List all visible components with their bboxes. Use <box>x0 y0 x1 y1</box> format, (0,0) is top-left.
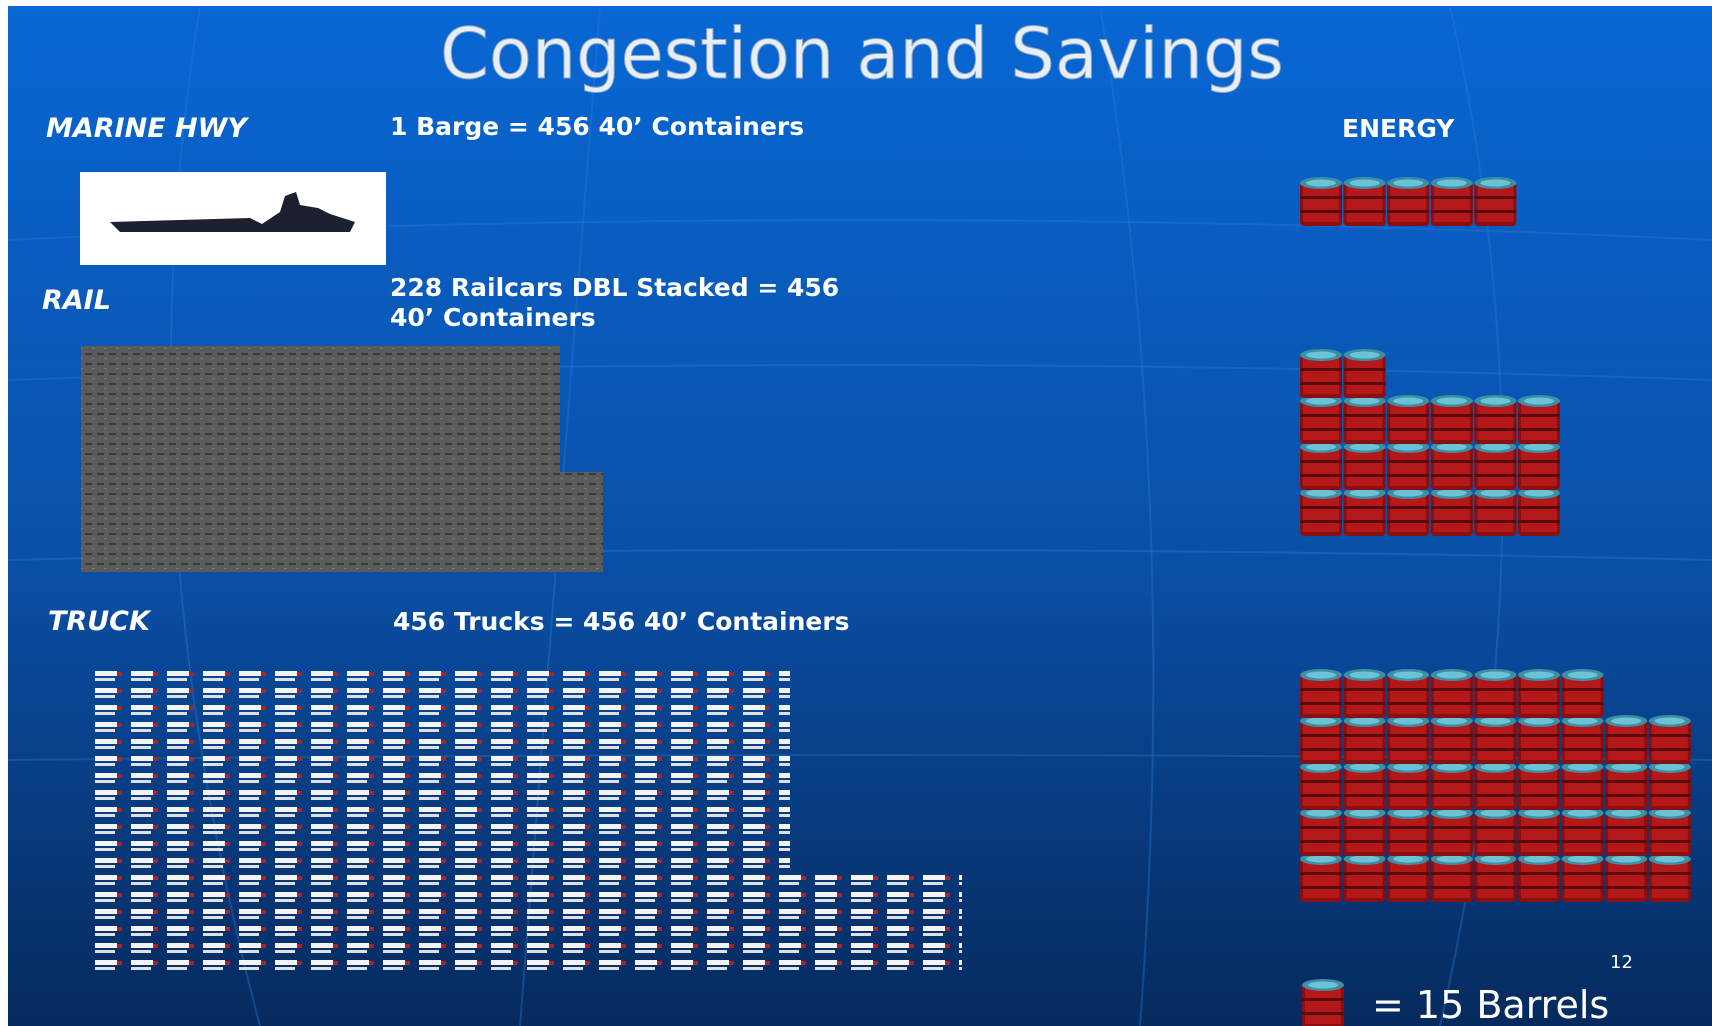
barrel <box>1300 395 1342 444</box>
barrel <box>1387 441 1429 490</box>
barrel <box>1518 669 1560 718</box>
barrel <box>1474 761 1516 810</box>
barrel <box>1474 807 1516 856</box>
barrel <box>1649 761 1691 810</box>
barrel <box>1474 853 1516 902</box>
barrel <box>1474 395 1516 444</box>
barrel <box>1474 441 1516 490</box>
barrel <box>1605 807 1647 856</box>
barrel <box>1518 715 1560 764</box>
barrel <box>1474 715 1516 764</box>
slide: Congestion and Savings MARINE HWY 1 Barg… <box>0 0 1712 1026</box>
legend-barrel <box>1302 979 1344 1026</box>
mode-label: RAIL <box>42 285 111 316</box>
barrel <box>1387 807 1429 856</box>
barrel <box>1387 669 1429 718</box>
barrel <box>1518 487 1560 536</box>
barrel <box>1344 349 1386 398</box>
barrel <box>1431 853 1473 902</box>
barrel <box>1431 669 1473 718</box>
barrel <box>1300 441 1342 490</box>
barrel <box>1300 807 1342 856</box>
barrel <box>1605 715 1647 764</box>
barrel <box>1300 487 1342 536</box>
barrel <box>1300 761 1342 810</box>
barrel <box>1431 395 1473 444</box>
barrel <box>1344 177 1386 226</box>
barrel <box>1431 715 1473 764</box>
barrel <box>1344 669 1386 718</box>
barrel <box>1431 487 1473 536</box>
mode-caption: 1 Barge = 456 40’ Containers <box>390 112 804 141</box>
barrel <box>1605 853 1647 902</box>
barrel <box>1300 669 1342 718</box>
barrel <box>1344 853 1386 902</box>
barrel <box>1518 807 1560 856</box>
barrel <box>1431 441 1473 490</box>
barrel <box>1649 715 1691 764</box>
slide-title: Congestion and Savings <box>440 13 1284 95</box>
barrel <box>1387 715 1429 764</box>
barrel <box>1474 487 1516 536</box>
mode-label: TRUCK <box>48 606 152 637</box>
barrel <box>1518 761 1560 810</box>
barrel <box>1344 395 1386 444</box>
barrel <box>1387 177 1429 226</box>
page-number: 12 <box>1610 952 1633 973</box>
barrel <box>1300 177 1342 226</box>
barrel <box>1344 715 1386 764</box>
barrel <box>1562 669 1604 718</box>
barrel <box>1300 853 1342 902</box>
barrel <box>1431 807 1473 856</box>
barrel <box>1387 487 1429 536</box>
mode-label: MARINE HWY <box>46 113 249 144</box>
barrel <box>1431 761 1473 810</box>
barrel <box>1387 761 1429 810</box>
energy-heading: ENERGY <box>1342 114 1455 143</box>
barrel <box>1562 853 1604 902</box>
barrel <box>1562 761 1604 810</box>
barrel <box>1518 441 1560 490</box>
mode-caption: 456 Trucks = 456 40’ Containers <box>393 607 850 636</box>
barrel <box>1518 853 1560 902</box>
barrel <box>1300 349 1342 398</box>
barrel <box>1387 853 1429 902</box>
barrel <box>1344 441 1386 490</box>
barrel <box>1649 853 1691 902</box>
barrel <box>1518 395 1560 444</box>
legend-text: = 15 Barrels <box>1372 983 1609 1026</box>
barrel <box>1474 669 1516 718</box>
barrel <box>1562 715 1604 764</box>
barrel <box>1344 807 1386 856</box>
barrel <box>1300 715 1342 764</box>
barrel <box>1605 761 1647 810</box>
railcar-grid <box>81 346 603 572</box>
barrel <box>1344 487 1386 536</box>
page: Congestion and Savings MARINE HWY 1 Barg… <box>0 0 1712 1026</box>
barrel <box>1649 807 1691 856</box>
barrel <box>1431 177 1473 226</box>
mode-caption: 40’ Containers <box>390 303 596 332</box>
barrel <box>1387 395 1429 444</box>
barrel <box>1474 177 1516 226</box>
barrel <box>1344 761 1386 810</box>
mode-caption: 228 Railcars DBL Stacked = 456 <box>390 273 839 302</box>
barrel <box>1562 807 1604 856</box>
